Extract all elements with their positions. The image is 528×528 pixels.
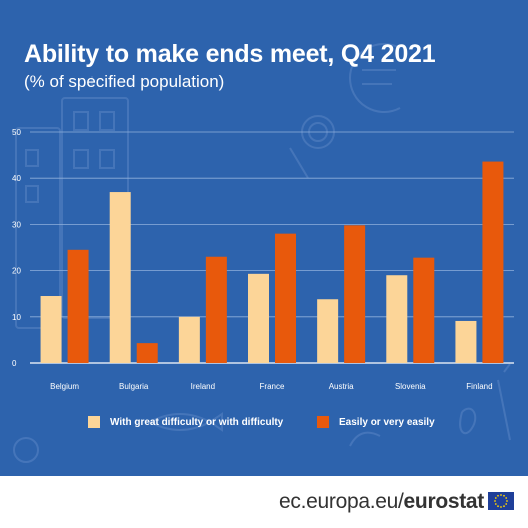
chart-title: Ability to make ends meet, Q4 2021: [24, 40, 436, 68]
bar-slovenia-series-2: [413, 257, 435, 363]
flag-star-icon: [500, 506, 502, 508]
flag-star-icon: [505, 497, 508, 499]
eu-flag-icon: [488, 492, 514, 510]
flag-star-icon: [494, 503, 497, 505]
bar-france-series-1: [248, 273, 269, 363]
bar-ireland-series-2: [205, 256, 227, 363]
bar-belgium-series-1: [40, 296, 62, 363]
euro-sign-icon: [349, 43, 401, 113]
bar-austria-series-2: [344, 225, 366, 363]
chart-panel: Ability to make ends meet, Q4 2021 (% of…: [0, 0, 528, 476]
y-tick-label: 20: [12, 267, 21, 276]
building-icon: [15, 127, 61, 329]
flag-star-icon: [494, 497, 497, 499]
bar-chart: 0 10 20 30 40 50 Belgium Bulgaria Ireland France A…: [12, 128, 514, 391]
y-tick-label: 10: [12, 313, 21, 322]
flag-star-icon: [503, 505, 505, 508]
footer: [0, 476, 528, 528]
bar-slovenia-series-1: [386, 275, 408, 363]
eurostat-brand[interactable]: ec.europa.eu/eurostat: [279, 490, 484, 514]
x-tick-label: France: [260, 382, 285, 391]
x-tick-label: Austria: [329, 382, 354, 391]
vegetable-icon: [459, 407, 477, 435]
x-tick-label: Belgium: [50, 382, 79, 391]
flag-star-icon: [494, 500, 496, 502]
flag-star-icon: [500, 494, 502, 496]
bar-france-series-2: [275, 233, 296, 363]
legend-item-series-2: Easily or very easily: [317, 416, 435, 428]
bar-finland-series-2: [482, 161, 504, 363]
chart-legend: With great difficulty or with difficulty…: [0, 416, 528, 436]
legend-label-series-2: Easily or very easily: [339, 416, 435, 428]
bar-bulgaria-series-2: [136, 343, 158, 363]
background-decoration: [13, 43, 511, 463]
x-tick-label: Ireland: [191, 382, 215, 391]
flag-star-icon: [503, 494, 505, 497]
legend-swatch-series-2: [317, 416, 329, 428]
bar-bulgaria-series-1: [109, 192, 131, 363]
x-tick-label: Bulgaria: [119, 382, 149, 391]
x-tick-label: Finland: [466, 382, 492, 391]
flag-star-icon: [497, 494, 499, 497]
y-tick-label: 30: [12, 220, 21, 229]
chart-subtitle: (% of specified population): [24, 72, 225, 91]
y-tick-label: 40: [12, 174, 21, 183]
y-tick-label: 0: [12, 359, 17, 368]
x-tick-label: Slovenia: [395, 382, 426, 391]
flag-star-icon: [506, 500, 508, 502]
legend-item-series-1: With great difficulty or with difficulty: [88, 416, 283, 428]
eurostat-wordmark: eurostat: [403, 490, 485, 513]
bar-finland-series-1: [455, 320, 477, 363]
legend-swatch-series-1: [88, 416, 100, 428]
legend-label-series-1: With great difficulty or with difficulty: [110, 416, 284, 428]
flag-star-icon: [497, 505, 499, 508]
bar-austria-series-1: [317, 299, 339, 363]
bar-belgium-series-2: [67, 249, 89, 363]
y-tick-label: 50: [12, 128, 21, 137]
bar-ireland-series-1: [178, 316, 200, 363]
domain-text: ec.europa.eu/: [279, 490, 404, 513]
flag-star-icon: [505, 503, 508, 505]
